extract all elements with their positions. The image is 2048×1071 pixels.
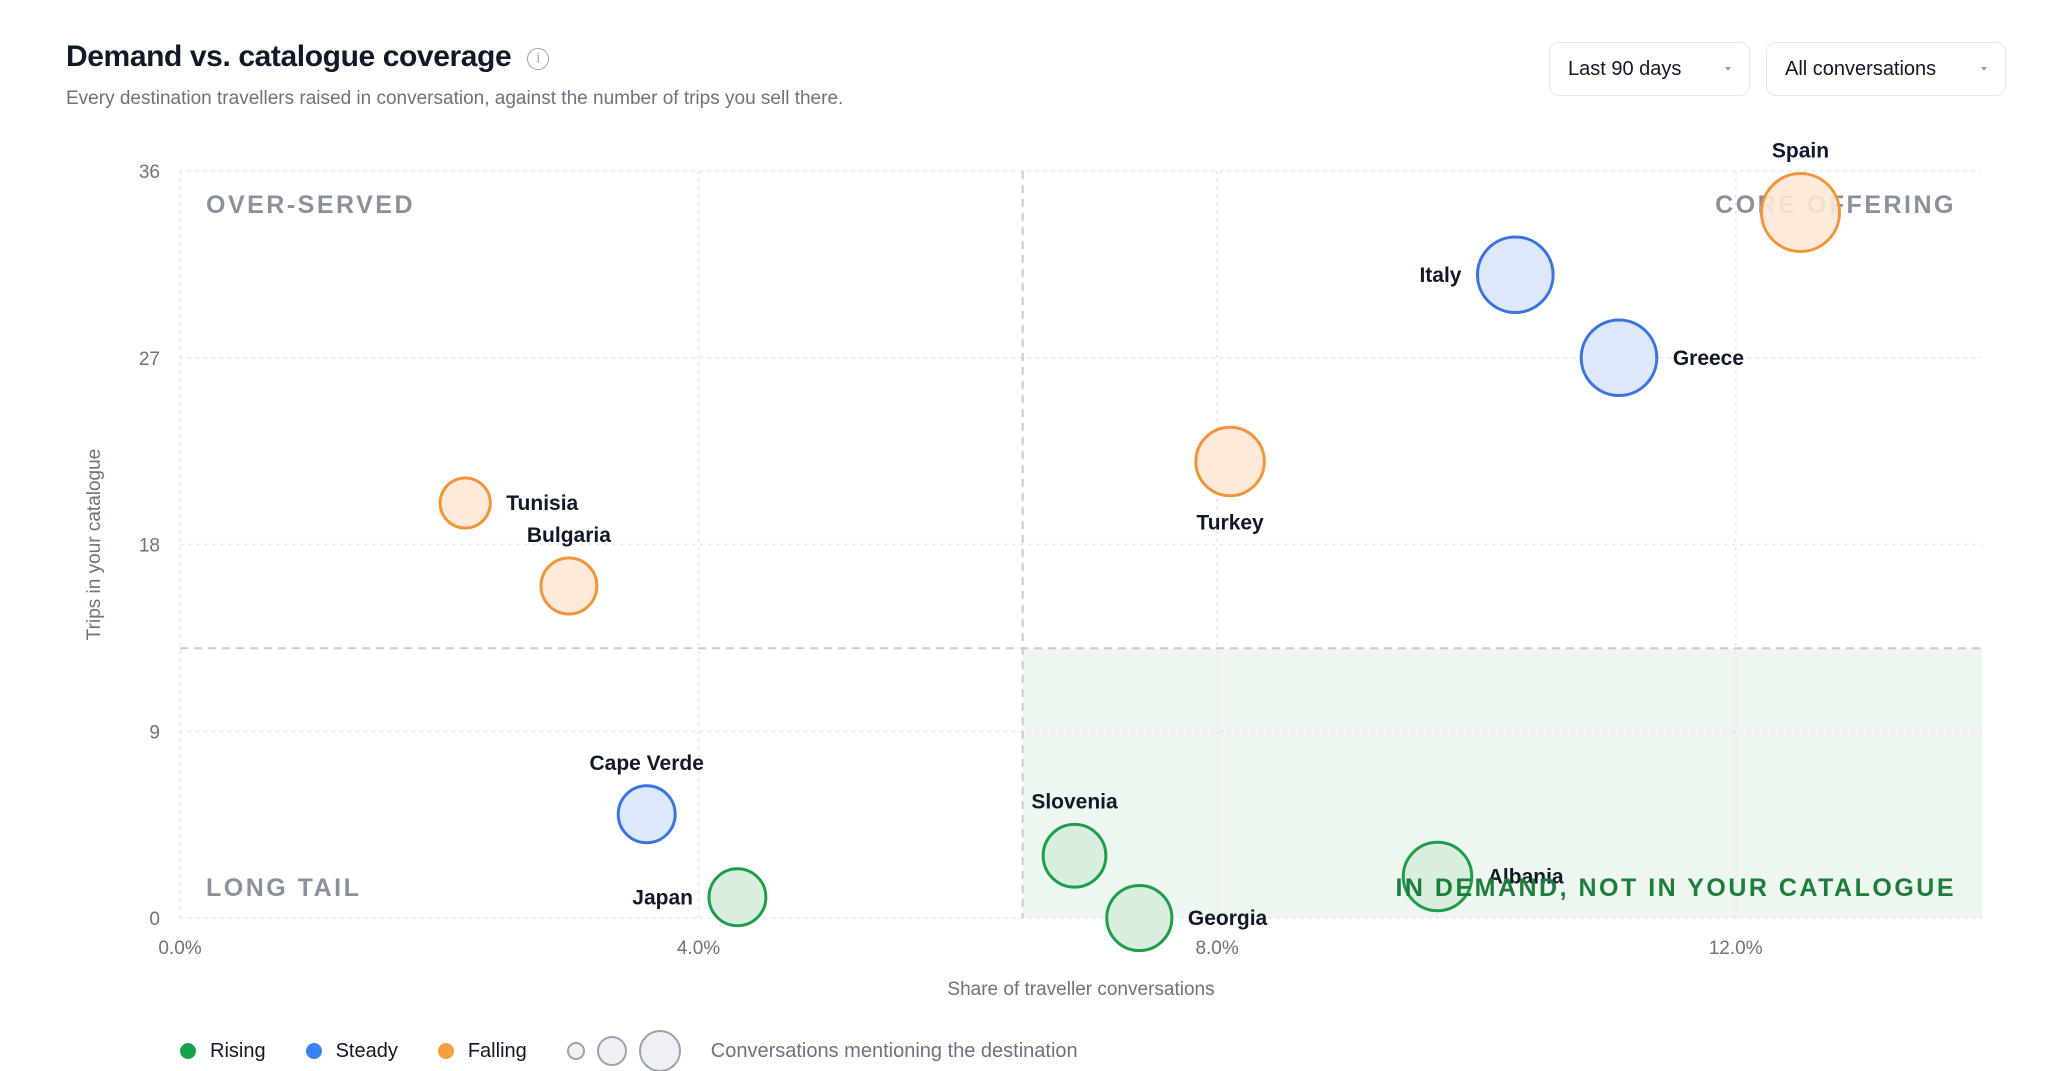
y-tick-label: 9 (149, 722, 160, 743)
legend-item-falling[interactable]: Falling (437, 1039, 527, 1063)
quadrant-label-over-served: OVER-SERVED (206, 191, 415, 219)
quadrant-label-long-tail: LONG TAIL (206, 874, 361, 902)
legend-label-rising: Rising (210, 1039, 266, 1062)
date-range-dropdown[interactable]: Last 90 days (1549, 42, 1750, 96)
legend-dot-rising (180, 1043, 196, 1059)
bubble-label-bulgaria: Bulgaria (527, 524, 611, 547)
highlight-quadrant (1022, 648, 1982, 918)
legend-dot-falling (437, 1043, 454, 1059)
x-axis-title: Share of traveller conversations (947, 979, 1214, 1000)
conversation-filter-dropdown[interactable]: All conversations (1766, 42, 2006, 96)
bubble-label-turkey: Turkey (1196, 512, 1264, 535)
x-tick-label: 8.0% (1195, 938, 1238, 959)
legend-label-falling: Falling (467, 1039, 527, 1062)
date-range-value: Last 90 days (1568, 57, 1682, 80)
bubble-italy[interactable] (1475, 235, 1555, 315)
size-key-small (566, 1042, 585, 1060)
x-tick-label: 4.0% (677, 938, 720, 959)
bubble-label-albania: Albania (1488, 866, 1564, 889)
info-icon[interactable]: i (527, 48, 550, 70)
bubble-label-slovenia: Slovenia (1031, 790, 1118, 813)
y-tick-label: 18 (139, 536, 160, 557)
legend-item-steady[interactable]: Steady (305, 1039, 398, 1063)
bubble-label-japan: Japan (632, 886, 693, 909)
chart-legend: Rising Steady Falling Conversations ment… (180, 1030, 1078, 1071)
bubble-label-cape-verde: Cape Verde (590, 752, 704, 775)
y-tick-label: 27 (139, 349, 160, 370)
y-tick-label: 0 (149, 909, 160, 930)
quadrant-label-in-demand: IN DEMAND, NOT IN YOUR CATALOGUE (1395, 874, 1956, 902)
size-key-large (638, 1030, 681, 1071)
chart-title: Demand vs. catalogue coverage (66, 40, 512, 73)
bubble-label-spain: Spain (1772, 140, 1829, 163)
conversation-filter-value: All conversations (1785, 57, 1937, 80)
chart-subtitle: Every destination travellers raised in c… (66, 88, 844, 109)
legend-item-rising[interactable]: Rising (180, 1040, 266, 1063)
bubble-japan[interactable] (707, 867, 768, 928)
size-key: Conversations mentioning the destination (566, 1030, 1078, 1071)
bubble-label-georgia: Georgia (1188, 907, 1268, 930)
title-row: Demand vs. catalogue coverage i (66, 40, 843, 74)
size-key-medium (596, 1036, 627, 1066)
x-tick-label: 12.0% (1709, 938, 1763, 959)
y-axis-title: Trips in your catalogue (84, 449, 105, 641)
bubble-label-tunisia: Tunisia (506, 492, 578, 515)
x-tick-label: 0.0% (158, 938, 201, 959)
chevron-down-icon (1981, 67, 1987, 71)
chevron-down-icon (1725, 67, 1731, 71)
bubble-chart: 0 9 18 27 36 0.0% 4.0% 8.0% 12.0% Share of travel… (84, 140, 1982, 1000)
chart-header: Demand vs. catalogue coverage i Every de… (66, 40, 843, 110)
bubble-turkey[interactable] (1194, 425, 1266, 498)
bubble-label-greece: Greece (1673, 347, 1744, 370)
bubble-greece[interactable] (1579, 318, 1659, 398)
legend-label-steady: Steady (335, 1039, 398, 1062)
bubble-georgia[interactable] (1105, 883, 1174, 953)
bubble-cape-verde[interactable] (616, 784, 677, 845)
bubble-bulgaria[interactable] (539, 556, 599, 616)
bubble-albania[interactable] (1401, 840, 1474, 913)
bubble-slovenia[interactable] (1041, 822, 1108, 889)
bubble-tunisia[interactable] (438, 476, 492, 530)
legend-dot-steady (305, 1043, 322, 1059)
bubble-label-italy: Italy (1419, 264, 1461, 287)
chart-controls: Last 90 days All conversations (1549, 42, 2006, 96)
size-key-label: Conversations mentioning the destination (710, 1039, 1078, 1062)
y-tick-label: 36 (139, 162, 160, 183)
bubble-spain[interactable] (1760, 172, 1842, 253)
